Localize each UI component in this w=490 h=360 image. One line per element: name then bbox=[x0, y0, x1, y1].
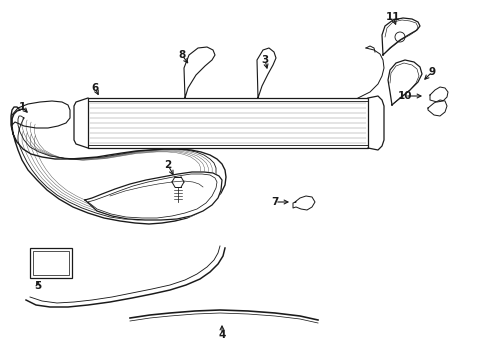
Text: 4: 4 bbox=[219, 330, 226, 340]
Polygon shape bbox=[388, 60, 422, 105]
Polygon shape bbox=[382, 18, 420, 55]
Text: 3: 3 bbox=[261, 55, 269, 65]
Text: 7: 7 bbox=[271, 197, 279, 207]
Text: 9: 9 bbox=[428, 67, 436, 77]
Text: 6: 6 bbox=[91, 83, 98, 93]
Text: 1: 1 bbox=[19, 102, 25, 112]
Text: 11: 11 bbox=[386, 12, 400, 22]
Polygon shape bbox=[428, 100, 447, 116]
Text: 10: 10 bbox=[398, 91, 412, 101]
Bar bbox=[88, 98, 368, 148]
Polygon shape bbox=[430, 87, 448, 102]
Polygon shape bbox=[184, 47, 215, 98]
Text: 8: 8 bbox=[178, 50, 186, 60]
Bar bbox=[30, 248, 72, 278]
Bar bbox=[33, 251, 69, 275]
Polygon shape bbox=[257, 48, 276, 98]
Text: 5: 5 bbox=[34, 281, 42, 291]
Text: 2: 2 bbox=[164, 160, 171, 170]
Polygon shape bbox=[85, 172, 222, 220]
